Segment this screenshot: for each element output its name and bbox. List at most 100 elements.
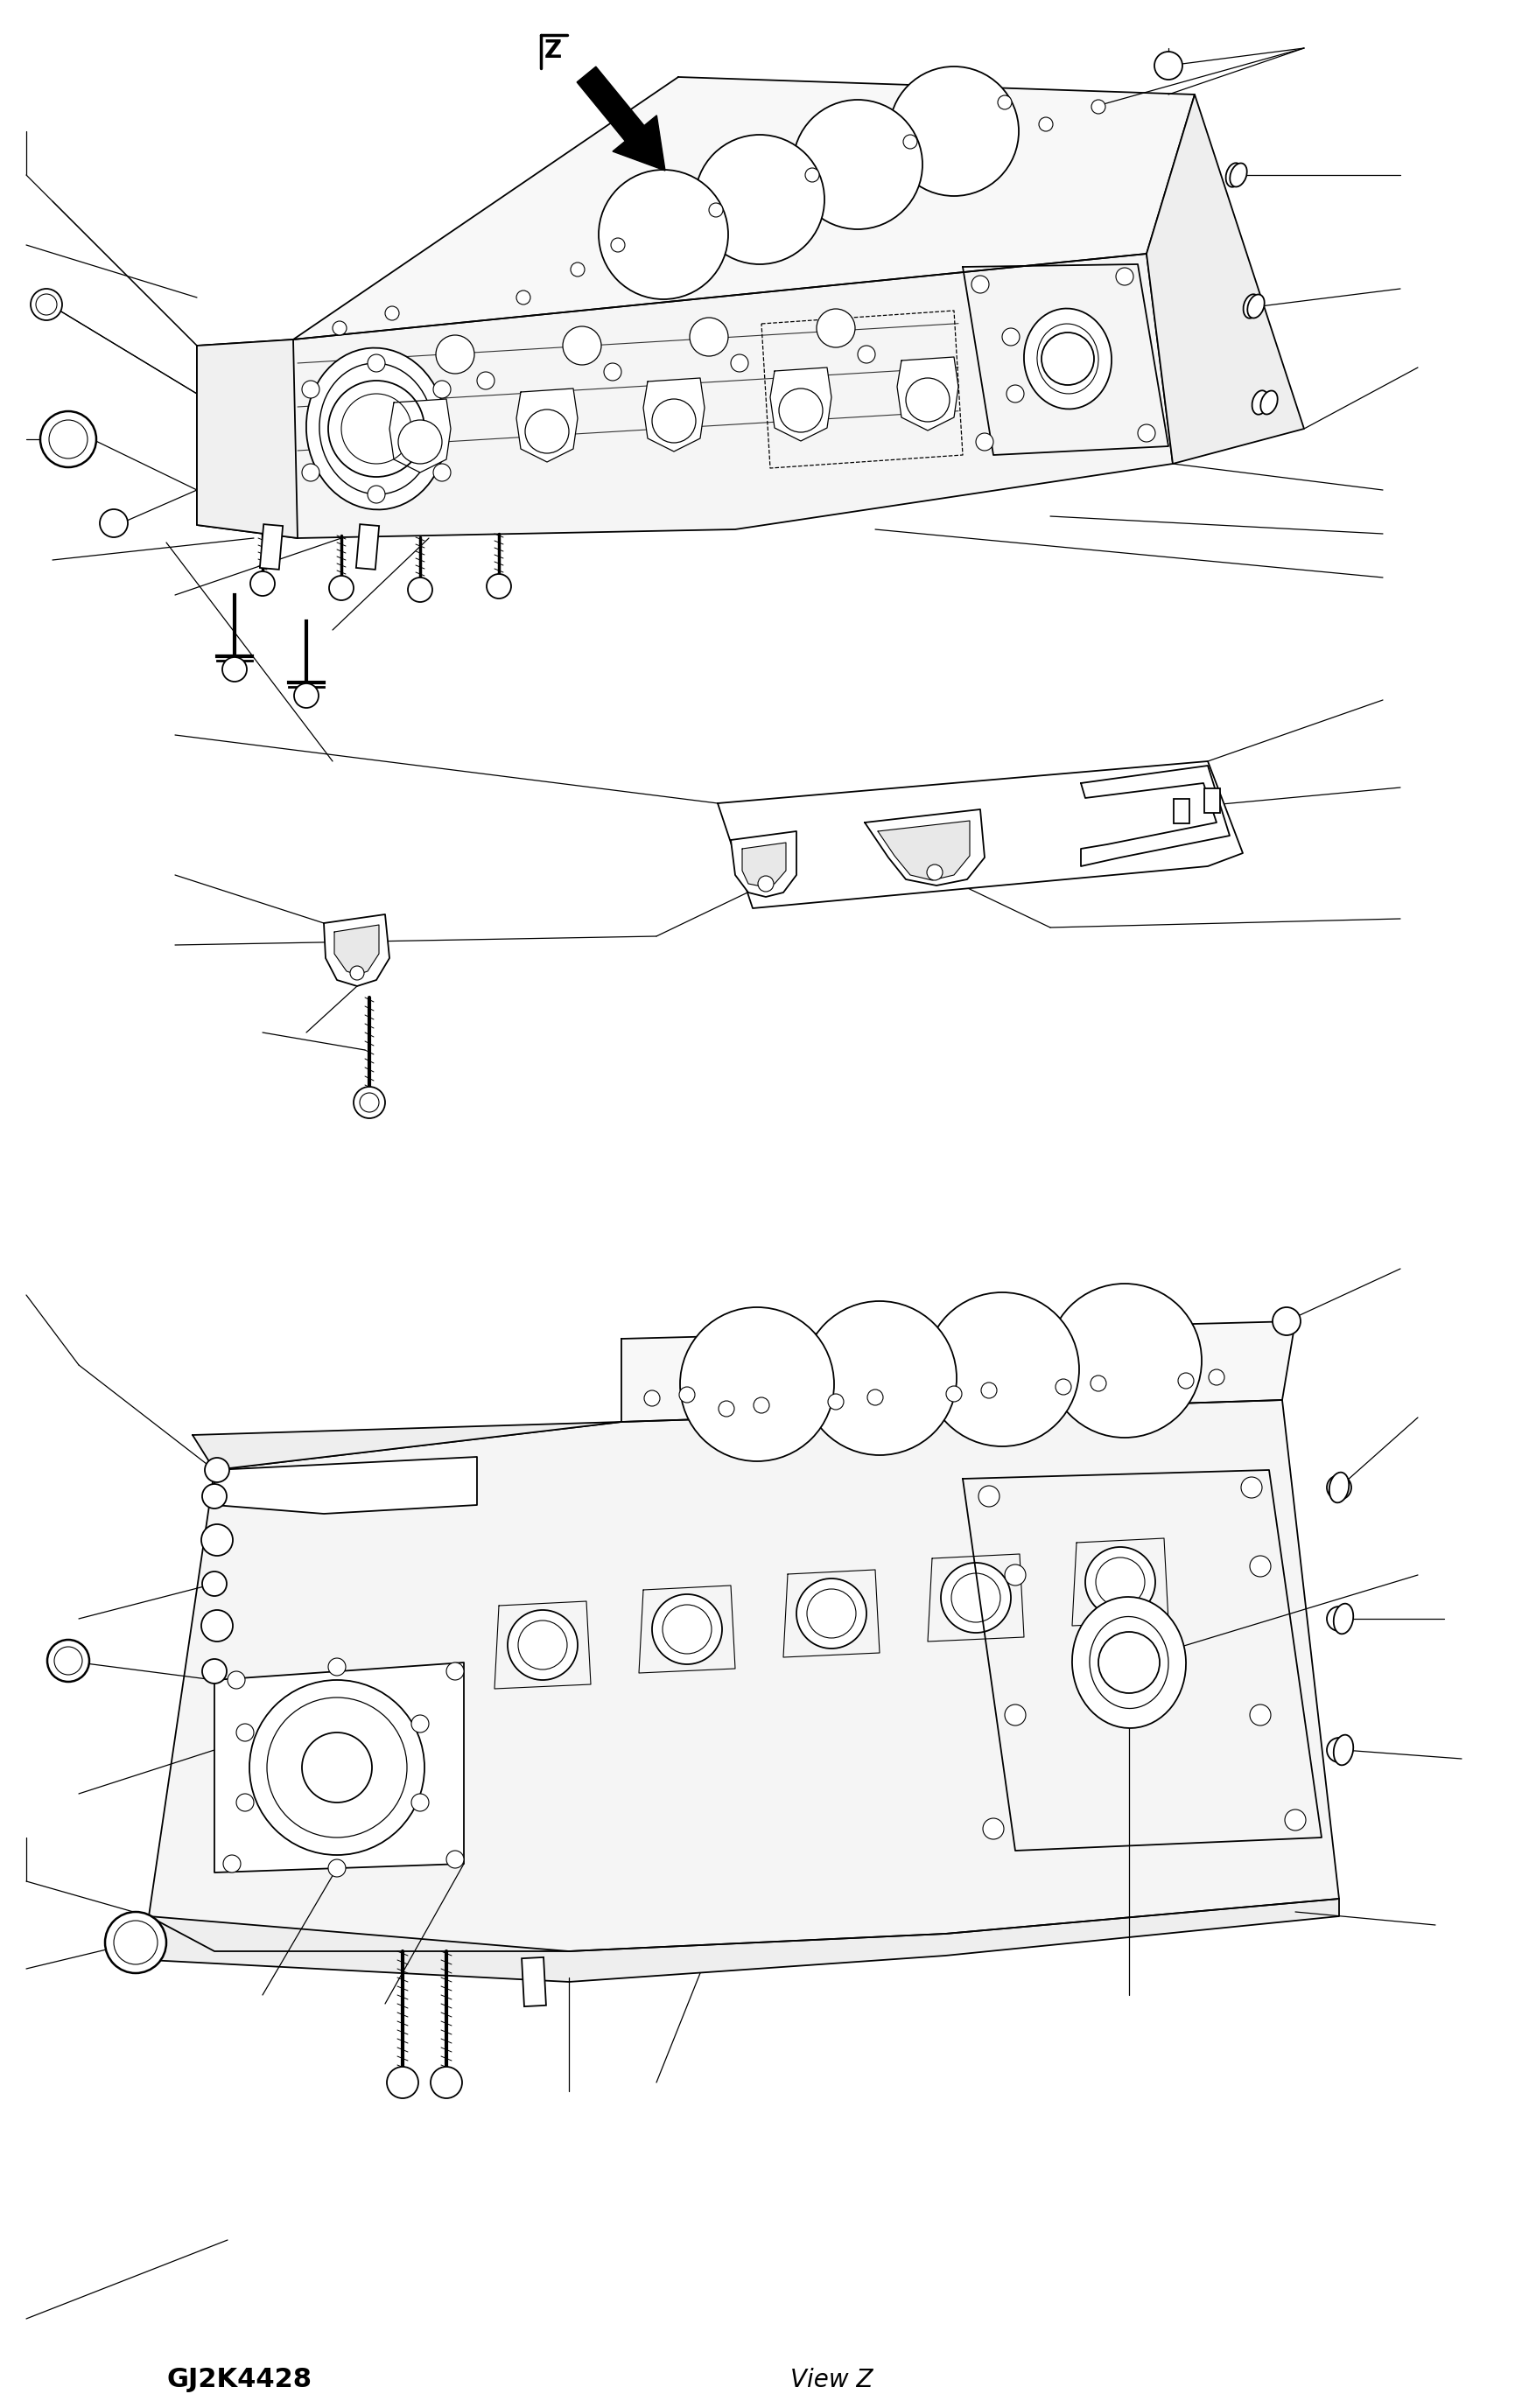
Circle shape — [294, 684, 318, 708]
Circle shape — [1056, 1380, 1071, 1394]
Circle shape — [47, 1640, 90, 1681]
Circle shape — [224, 1854, 240, 1873]
Circle shape — [411, 1714, 429, 1731]
Circle shape — [1091, 1375, 1106, 1392]
Circle shape — [947, 1387, 962, 1401]
Circle shape — [1091, 99, 1105, 113]
Circle shape — [828, 1394, 843, 1409]
Circle shape — [979, 1486, 1000, 1507]
Ellipse shape — [1333, 1734, 1353, 1765]
Circle shape — [679, 1387, 696, 1401]
Circle shape — [982, 1382, 997, 1399]
Ellipse shape — [1248, 294, 1265, 318]
Circle shape — [487, 573, 511, 600]
Bar — [356, 525, 379, 571]
Text: Z: Z — [545, 39, 562, 63]
Circle shape — [1116, 267, 1134, 284]
Polygon shape — [731, 831, 796, 896]
Circle shape — [476, 371, 495, 390]
Circle shape — [202, 1659, 227, 1683]
Polygon shape — [1146, 94, 1304, 465]
Polygon shape — [215, 1662, 464, 1873]
Circle shape — [250, 571, 275, 595]
Polygon shape — [324, 915, 390, 987]
Circle shape — [408, 578, 432, 602]
Circle shape — [446, 1852, 464, 1869]
Circle shape — [976, 433, 994, 450]
Circle shape — [1154, 51, 1183, 79]
Circle shape — [236, 1794, 254, 1811]
Polygon shape — [135, 1900, 1339, 1982]
Circle shape — [1001, 327, 1020, 347]
Circle shape — [1285, 1808, 1306, 1830]
Circle shape — [906, 378, 950, 421]
Circle shape — [435, 335, 475, 373]
Circle shape — [779, 388, 823, 433]
Polygon shape — [294, 77, 1195, 340]
Circle shape — [709, 202, 723, 217]
Circle shape — [1085, 1546, 1155, 1618]
Circle shape — [868, 1389, 883, 1406]
Polygon shape — [196, 253, 1173, 537]
Circle shape — [434, 380, 451, 397]
Polygon shape — [770, 368, 831, 441]
Circle shape — [368, 354, 385, 371]
Text: GJ2K4428: GJ2K4428 — [166, 2367, 312, 2394]
Ellipse shape — [1225, 164, 1242, 188]
Circle shape — [1041, 332, 1094, 385]
Circle shape — [387, 2066, 419, 2097]
Circle shape — [680, 1308, 834, 1462]
Circle shape — [202, 1572, 227, 1597]
Bar — [1173, 799, 1189, 824]
Circle shape — [805, 169, 819, 183]
Circle shape — [1272, 1308, 1301, 1336]
Circle shape — [201, 1611, 233, 1642]
Bar — [522, 1958, 546, 2006]
Circle shape — [228, 1671, 245, 1688]
Circle shape — [796, 1580, 866, 1649]
Circle shape — [858, 347, 875, 364]
Circle shape — [651, 1594, 721, 1664]
Circle shape — [802, 1300, 957, 1454]
Circle shape — [105, 1912, 166, 1972]
Polygon shape — [335, 925, 379, 975]
Circle shape — [1047, 1283, 1202, 1438]
Circle shape — [434, 465, 451, 482]
Polygon shape — [149, 1399, 1339, 1950]
Bar — [260, 525, 283, 571]
Circle shape — [411, 1794, 429, 1811]
Text: View Z: View Z — [790, 2367, 872, 2391]
Circle shape — [1099, 1633, 1160, 1693]
Circle shape — [1250, 1556, 1271, 1577]
Circle shape — [610, 238, 626, 253]
Circle shape — [508, 1611, 578, 1681]
Circle shape — [222, 657, 247, 681]
Polygon shape — [621, 1322, 1295, 1421]
Circle shape — [651, 400, 696, 443]
Circle shape — [301, 380, 320, 397]
Circle shape — [941, 1563, 1011, 1633]
Polygon shape — [390, 400, 451, 472]
Ellipse shape — [1024, 308, 1111, 409]
Circle shape — [1005, 1565, 1026, 1584]
Polygon shape — [878, 821, 970, 881]
Ellipse shape — [889, 67, 1018, 195]
Circle shape — [329, 1859, 345, 1876]
FancyArrow shape — [577, 67, 665, 171]
Circle shape — [301, 465, 320, 482]
Circle shape — [431, 2066, 463, 2097]
Circle shape — [1327, 1739, 1352, 1763]
Polygon shape — [644, 378, 705, 453]
Circle shape — [301, 1731, 371, 1804]
Circle shape — [817, 308, 855, 347]
Circle shape — [353, 1086, 385, 1117]
Ellipse shape — [1260, 390, 1277, 414]
Polygon shape — [193, 1421, 621, 1469]
Polygon shape — [516, 388, 578, 462]
Circle shape — [563, 327, 601, 366]
Circle shape — [205, 1457, 230, 1483]
Circle shape — [329, 1659, 345, 1676]
Circle shape — [368, 486, 385, 503]
Ellipse shape — [1333, 1604, 1353, 1635]
Circle shape — [925, 1293, 1079, 1447]
